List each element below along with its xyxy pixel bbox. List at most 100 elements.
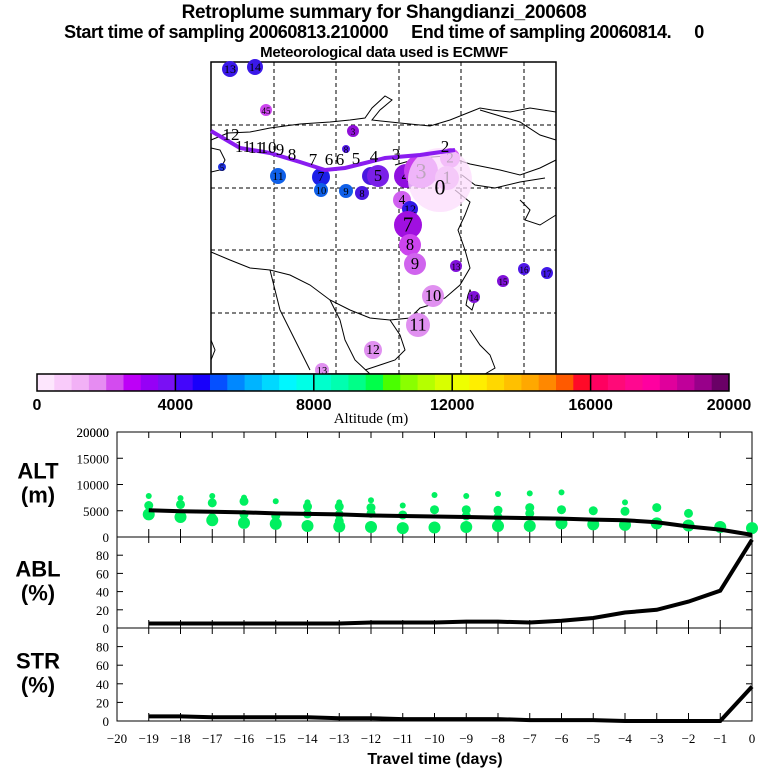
alt-scatter-point bbox=[461, 505, 471, 515]
altitude-colorbar: 0 4000 8000 12000 16000 20000 Altitude (m) bbox=[33, 373, 752, 427]
colorbar-swatch bbox=[261, 374, 280, 391]
cluster-label: 17 bbox=[543, 269, 553, 279]
met-data-note: Meteorological data used is ECMWF bbox=[260, 44, 508, 61]
cluster-label: 12 bbox=[366, 342, 380, 357]
alt-scatter-point bbox=[396, 522, 409, 535]
map-panel: 1314453851171098654321041278913141516171… bbox=[209, 59, 557, 377]
x-tick-label: −18 bbox=[170, 731, 190, 746]
x-tick-label: −9 bbox=[459, 731, 473, 746]
y-tick-label: 0 bbox=[103, 621, 110, 636]
map-coastline bbox=[519, 199, 557, 226]
cluster-dot bbox=[408, 148, 472, 212]
cluster-dot bbox=[367, 165, 389, 187]
cluster-dot bbox=[404, 253, 426, 275]
colorbar-swatch bbox=[469, 374, 488, 391]
cluster-dot bbox=[347, 125, 359, 137]
map-coastline bbox=[210, 339, 216, 361]
alt-scatter-point bbox=[144, 501, 154, 510]
colorbar-swatch bbox=[521, 374, 540, 391]
colorbar-swatch bbox=[140, 374, 159, 391]
colorbar-tick-label: 12000 bbox=[430, 397, 475, 414]
alt-scatter-point bbox=[177, 495, 184, 502]
trajectory-day-label: 6 bbox=[336, 150, 345, 169]
map-coastline bbox=[479, 109, 557, 141]
trajectory-day-label: 10 bbox=[260, 138, 277, 157]
cluster-dot bbox=[406, 313, 430, 337]
alt-scatter-point bbox=[460, 521, 473, 534]
cluster-label: 10 bbox=[316, 186, 327, 197]
x-tick-label: −3 bbox=[650, 731, 664, 746]
map-cluster: 15 bbox=[497, 275, 509, 287]
cluster-dot bbox=[270, 168, 286, 184]
colorbar-swatch bbox=[331, 374, 349, 391]
map-coastline bbox=[210, 147, 226, 173]
x-axis-label: Travel time (days) bbox=[367, 751, 502, 768]
y-tick-label: 40 bbox=[96, 677, 109, 692]
alt-scatter-point bbox=[399, 502, 406, 509]
y-tick-label: 5000 bbox=[83, 504, 109, 519]
alt-scatter-point bbox=[652, 503, 662, 513]
x-tick-label: −10 bbox=[424, 731, 444, 746]
colorbar-swatch bbox=[556, 374, 574, 391]
colorbar-swatch bbox=[227, 374, 246, 391]
x-tick-label: −15 bbox=[266, 731, 286, 746]
map-cluster: 17 bbox=[541, 267, 553, 279]
colorbar-swatch bbox=[573, 374, 592, 391]
colorbar-swatch bbox=[383, 374, 401, 391]
map-cluster: 13 bbox=[450, 260, 462, 272]
alt-scatter-point bbox=[269, 517, 282, 530]
colorbar-swatch bbox=[434, 374, 453, 391]
colorbar-swatch bbox=[158, 374, 176, 391]
trajectory-day-label: 6 bbox=[325, 150, 334, 169]
colorbar-swatch bbox=[625, 374, 643, 391]
colorbar-swatch bbox=[486, 374, 505, 391]
y-tick-label: 10000 bbox=[77, 478, 110, 493]
colorbar-tick-label: 20000 bbox=[707, 397, 752, 414]
map-coastline bbox=[469, 329, 496, 375]
x-tick-label: −8 bbox=[491, 731, 505, 746]
sampling-time-subtitle: Start time of sampling 20060813.210000 E… bbox=[64, 22, 704, 42]
cluster-dot bbox=[355, 186, 369, 200]
y-tick-label: 20000 bbox=[77, 425, 110, 440]
cluster-dot bbox=[468, 291, 480, 303]
trajectory-day-label: 9 bbox=[276, 140, 285, 159]
chart-title: Retroplume summary for Shangdianzi_20060… bbox=[181, 2, 587, 23]
cluster-label: 15 bbox=[499, 277, 509, 287]
alt-scatter-point bbox=[463, 493, 470, 500]
map-cluster: 8 bbox=[342, 145, 350, 155]
trajectory-day-label: 5 bbox=[352, 149, 361, 168]
alt-scatter-point bbox=[492, 519, 504, 532]
colorbar-swatch bbox=[175, 374, 194, 391]
alt-scatter-point bbox=[558, 489, 565, 496]
alt-scatter-point bbox=[206, 514, 219, 527]
cluster-label: 7 bbox=[318, 169, 325, 184]
colorbar-swatch bbox=[538, 374, 557, 391]
alt-scatter-point bbox=[588, 506, 598, 516]
cluster-label: 3 bbox=[351, 127, 356, 137]
alt-scatter-point bbox=[746, 522, 758, 535]
x-tick-label: −6 bbox=[555, 731, 569, 746]
y-tick-label: 0 bbox=[103, 714, 110, 729]
alt-scatter-point bbox=[303, 502, 312, 512]
cluster-label: 7 bbox=[403, 212, 414, 236]
map-cluster: 10 bbox=[314, 183, 328, 197]
y-tick-label: 20000 bbox=[77, 425, 110, 440]
alt-scatter-point bbox=[684, 508, 693, 518]
panel-ylabel: STR bbox=[16, 649, 60, 674]
colorbar-swatch bbox=[452, 374, 470, 391]
cluster-label: 11 bbox=[272, 169, 284, 183]
colorbar-swatch bbox=[313, 374, 332, 391]
alt-scatter-point bbox=[238, 516, 250, 529]
map-cluster: 9 bbox=[404, 253, 426, 275]
map-cluster: 7 bbox=[394, 211, 422, 239]
cluster-label: 14 bbox=[470, 293, 480, 303]
x-tick-label: −5 bbox=[586, 731, 600, 746]
alt-scatter-point bbox=[301, 519, 314, 532]
cluster-dot bbox=[399, 234, 421, 256]
map-cluster: 11 bbox=[270, 168, 286, 184]
y-tick-label: 20 bbox=[96, 603, 109, 618]
colorbar-swatch bbox=[365, 374, 384, 391]
colorbar-swatch bbox=[590, 374, 609, 391]
trajectory-day-label: 11 bbox=[235, 137, 251, 156]
